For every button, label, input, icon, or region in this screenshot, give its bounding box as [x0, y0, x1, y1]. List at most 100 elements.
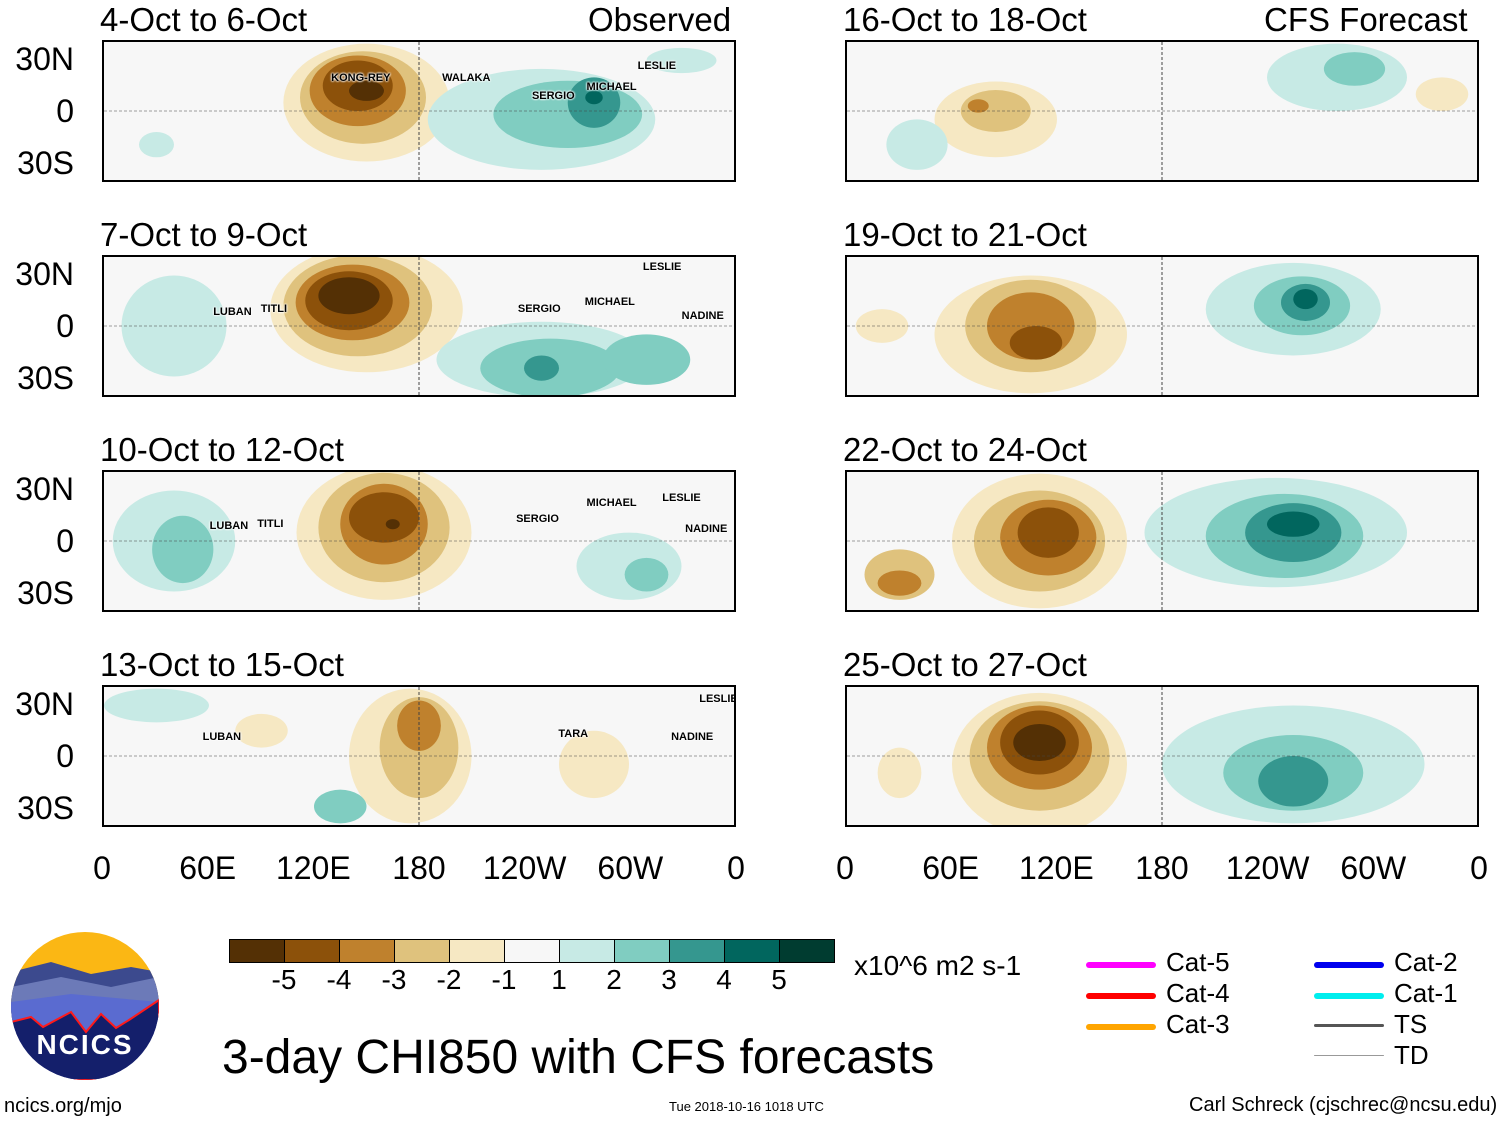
storm-label: TITLI	[260, 302, 288, 315]
anomaly-contour	[139, 132, 174, 158]
panel-title: 25-Oct to 27-Oct	[843, 646, 1087, 683]
legend-swatch-ts	[1314, 1024, 1384, 1027]
storm-label: SERGIO	[517, 302, 561, 315]
colorbar-tick-label: -4	[326, 964, 352, 995]
anomaly-contour	[1258, 756, 1329, 807]
anomaly-contour	[1013, 724, 1066, 762]
colorbar-swatch	[670, 940, 725, 962]
anomaly-contour	[349, 492, 419, 543]
author-credit: Carl Schreck (cjschrec@ncsu.edu)	[1189, 1094, 1498, 1116]
anomaly-contour	[1323, 52, 1386, 86]
y-tick-label: 30N	[15, 41, 74, 78]
x-tick-label: 60E	[179, 850, 237, 886]
forecast-header: CFS Forecast	[1264, 1, 1468, 38]
x-tick-label: 180	[392, 850, 446, 886]
y-tick-label: 30N	[15, 256, 74, 293]
ncics-logo[interactable]: NCICS	[11, 932, 159, 1080]
storm-label: WALAKA	[442, 72, 491, 85]
site-link[interactable]: ncics.org/mjo	[4, 1095, 122, 1117]
legend-swatch-td	[1314, 1055, 1384, 1056]
map-panel: LUBAN TITLI SERGIO MICHAEL LESLIE NADINE	[102, 470, 736, 612]
colorbar-tick-label: -2	[436, 964, 462, 995]
colorbar-swatch	[395, 940, 450, 962]
x-tick-label: 0	[93, 850, 111, 886]
colorbar-swatch	[615, 940, 670, 962]
logo-text: NCICS	[36, 1029, 133, 1060]
panel-title: 16-Oct to 18-Oct	[843, 1, 1087, 38]
storm-label: MICHAEL	[584, 296, 635, 309]
colorbar-swatch	[450, 940, 505, 962]
panel-title: 4-Oct to 6-Oct	[100, 1, 308, 38]
anomaly-contour	[585, 90, 603, 105]
colorbar-swatch	[285, 940, 340, 962]
storm-label: TARA	[558, 727, 589, 740]
anomaly-contour	[385, 519, 400, 530]
colorbar-swatch	[505, 940, 560, 962]
y-tick-label: 0	[56, 523, 74, 559]
storm-label: SERGIO	[516, 512, 559, 525]
anomaly-contour	[646, 47, 717, 74]
y-tick-label: 30S	[17, 144, 74, 181]
map-panel	[845, 685, 1479, 827]
y-tick-label: 0	[56, 308, 74, 344]
colorbar-tick-label: -5	[271, 964, 297, 995]
y-tick-label: 30S	[17, 574, 74, 611]
legend-label: Cat-4	[1166, 978, 1230, 1008]
storm-label: NADINE	[685, 523, 728, 536]
y-tick-label: 30N	[15, 471, 74, 508]
anomaly-contour	[1017, 507, 1079, 558]
storm-label: NADINE	[681, 309, 724, 322]
figure-title: 3-day CHI850 with CFS forecasts	[222, 1031, 935, 1084]
storm-label: LESLIE	[662, 491, 701, 504]
x-tick-label: 60E	[922, 850, 980, 886]
panel-title: 10-Oct to 12-Oct	[100, 431, 344, 468]
colorbar-units: x10^6 m2 s-1	[854, 950, 1022, 981]
y-tick-label: 0	[56, 738, 74, 774]
map-panel: LUBAN TITLI SERGIO MICHAEL LESLIE NADINE	[102, 255, 736, 397]
colorbar-swatch	[780, 940, 834, 962]
legend-label: Cat-3	[1166, 1009, 1230, 1039]
x-tick-label: 180	[1135, 850, 1189, 886]
colorbar	[229, 939, 835, 963]
colorbar-tick-label: 3	[661, 964, 677, 995]
storm-label: LESLIE	[642, 261, 682, 274]
y-tick-label: 30S	[17, 789, 74, 826]
anomaly-contour	[624, 557, 669, 592]
anomaly-contour	[1415, 77, 1469, 111]
y-tick-label: 30S	[17, 359, 74, 396]
legend-swatch-cat-2	[1314, 962, 1384, 968]
colorbar-tick-label: 5	[771, 964, 787, 995]
storm-label: LESLIE	[699, 693, 736, 706]
x-tick-label: 120E	[1018, 850, 1094, 886]
storm-label: MICHAEL	[586, 497, 637, 510]
colorbar-tick-label: -1	[491, 964, 517, 995]
colorbar-tick-label: -3	[381, 964, 407, 995]
panel-title: 13-Oct to 15-Oct	[100, 646, 344, 683]
storm-label: LUBAN	[209, 519, 249, 532]
map-panel	[845, 40, 1479, 182]
anomaly-contour	[877, 747, 922, 799]
anomaly-contour	[602, 334, 691, 385]
storm-label: LUBAN	[202, 731, 242, 744]
x-tick-label: 120W	[1225, 850, 1310, 886]
x-tick-label: 60W	[1340, 850, 1407, 886]
anomaly-contour	[1009, 326, 1063, 360]
legend-label: Cat-1	[1394, 978, 1458, 1008]
x-tick-label: 0	[1470, 850, 1488, 886]
anomaly-contour	[960, 89, 1031, 133]
legend-label: Cat-2	[1394, 947, 1458, 977]
legend-label: TS	[1394, 1009, 1428, 1039]
anomaly-contour	[967, 99, 989, 113]
x-tick-label: 60W	[597, 850, 664, 886]
map-panel	[845, 255, 1479, 397]
anomaly-contour	[1293, 288, 1318, 310]
anomaly-contour	[397, 700, 441, 751]
map-panel	[845, 470, 1479, 612]
anomaly-contour	[314, 789, 367, 824]
legend-label: Cat-5	[1166, 947, 1230, 977]
colorbar-swatch	[230, 940, 285, 962]
panel-title: 19-Oct to 21-Oct	[843, 216, 1087, 253]
anomaly-contour	[524, 355, 559, 381]
colorbar-swatch	[560, 940, 615, 962]
